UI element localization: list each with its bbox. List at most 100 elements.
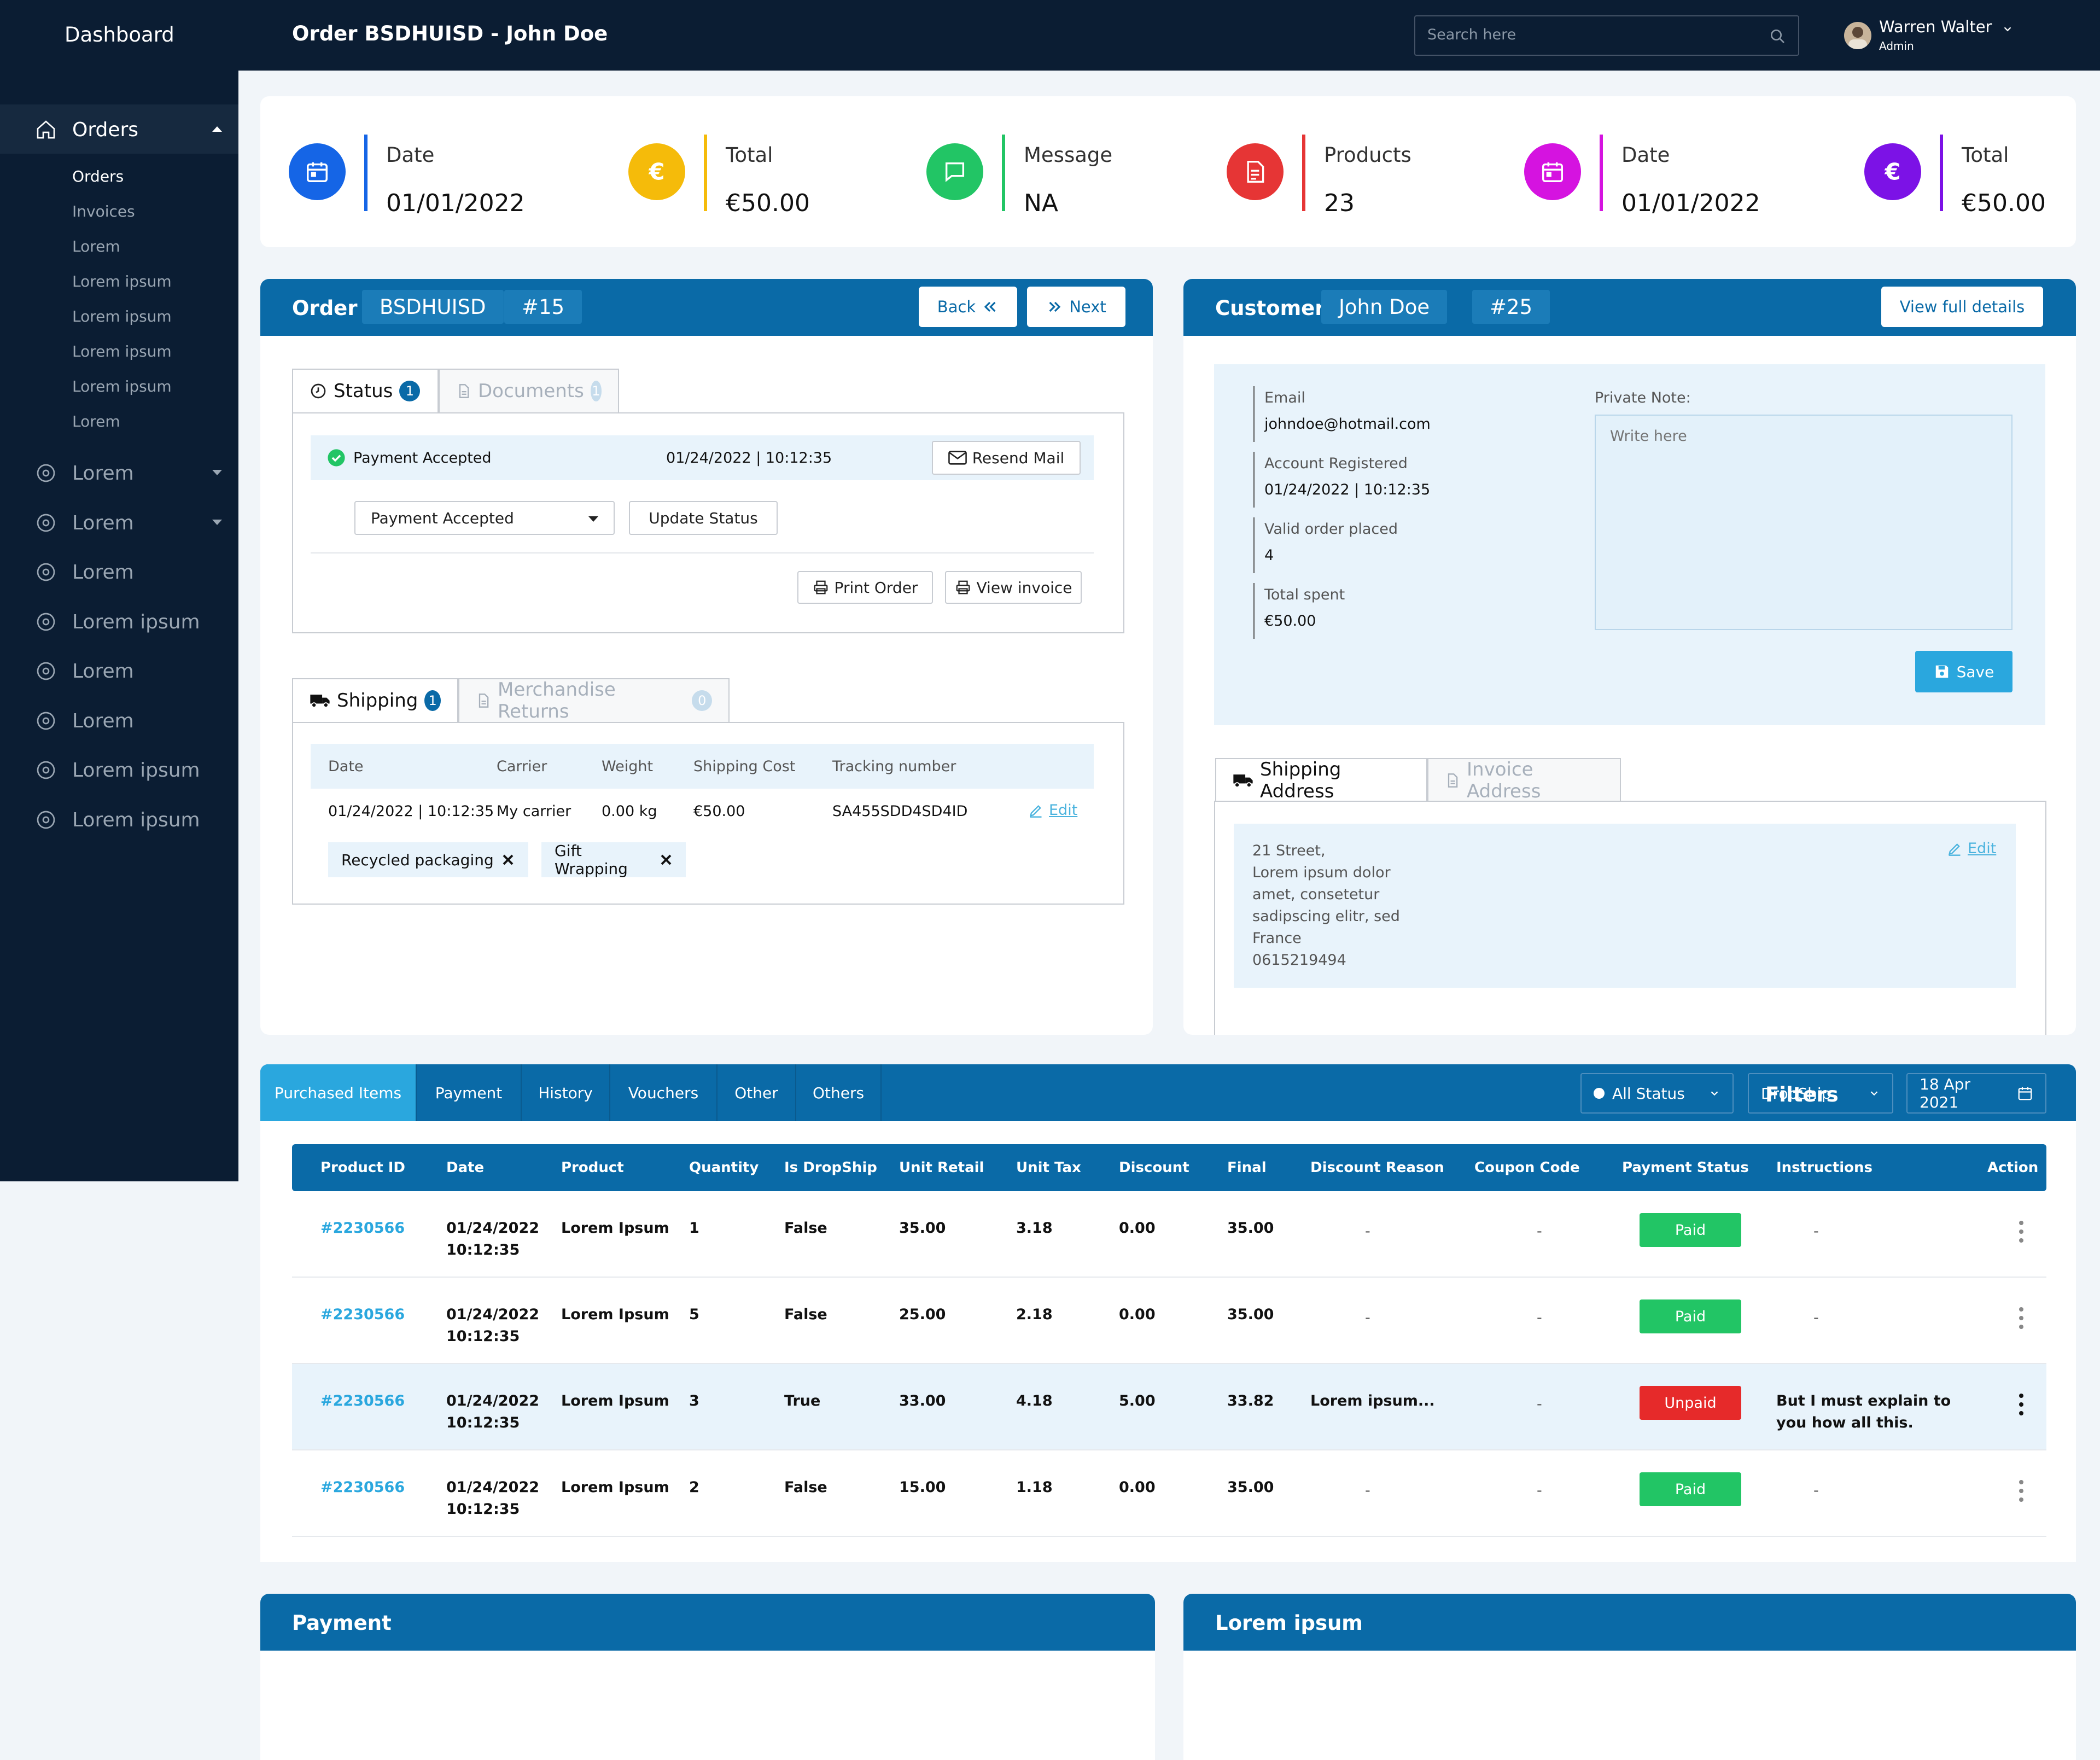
- close-icon[interactable]: [660, 853, 673, 866]
- retail-cell: 15.00: [899, 1479, 946, 1496]
- product-id-link[interactable]: #2230566: [320, 1220, 405, 1237]
- save-button[interactable]: Save: [1915, 651, 2012, 692]
- resend-mail-button[interactable]: Resend Mail: [932, 441, 1081, 475]
- caret-down-icon[interactable]: [212, 470, 222, 475]
- sidebar-subitem-3[interactable]: Lorem ipsum: [72, 272, 172, 290]
- sidebar-item-3[interactable]: Lorem ipsum: [0, 597, 238, 646]
- tab-merchandise-returns[interactable]: Merchandise Returns 0: [458, 678, 730, 722]
- caret-down-icon[interactable]: [212, 519, 222, 525]
- status-filter-select[interactable]: All Status: [1580, 1073, 1734, 1114]
- sidebar-subitem-7[interactable]: Lorem: [72, 412, 120, 430]
- tab-purchased-items[interactable]: Purchased Items: [260, 1064, 417, 1121]
- update-status-button[interactable]: Update Status: [629, 501, 778, 535]
- instructions-line: you how all this.: [1776, 1414, 1914, 1431]
- print-order-button[interactable]: Print Order: [797, 571, 933, 604]
- customer-panel: Customer John Doe #25 View full details …: [1183, 279, 2076, 1035]
- customer-label: Customer: [1215, 296, 1325, 320]
- sidebar-subitem-1[interactable]: Invoices: [72, 202, 135, 220]
- date-line: 01/24/2022: [446, 1479, 540, 1496]
- tab-other[interactable]: Other: [718, 1064, 796, 1121]
- shipping-cell: 01/24/2022 | 10:12:35: [328, 803, 494, 820]
- sidebar-item-5[interactable]: Lorem: [0, 696, 238, 745]
- search-box[interactable]: [1414, 15, 1799, 56]
- retail-cell: 35.00: [899, 1220, 946, 1237]
- dropship-cell: False: [784, 1220, 827, 1237]
- customer-info-card: Email johndoe@hotmail.com Account Register…: [1214, 364, 2045, 725]
- sidebar-subitem-6[interactable]: Lorem ipsum: [72, 377, 172, 395]
- type-filter-select[interactable]: DropShip: [1748, 1073, 1893, 1114]
- shipping-cell: 0.00 kg: [602, 803, 657, 820]
- tab-shipping[interactable]: Shipping 1: [292, 678, 458, 722]
- tab-invoice-address-label: Invoice Address: [1467, 759, 1541, 802]
- tab-history[interactable]: History: [522, 1064, 610, 1121]
- shipping-col-header: Weight: [602, 758, 654, 775]
- sidebar-subitem-5[interactable]: Lorem ipsum: [72, 342, 172, 360]
- sidebar-item-label: Lorem: [72, 561, 134, 584]
- sidebar-item-1[interactable]: Lorem: [0, 498, 238, 547]
- search-icon[interactable]: [1769, 27, 1786, 45]
- tab-payment[interactable]: Payment: [417, 1064, 522, 1121]
- next-button[interactable]: Next: [1027, 287, 1125, 327]
- caret-up-icon[interactable]: [212, 126, 222, 132]
- items-table-card: [260, 1121, 2076, 1562]
- tab-shipping-address[interactable]: Shipping Address: [1215, 758, 1427, 802]
- address-line: sadipscing elitr, sed: [1252, 908, 1400, 925]
- retail-cell: 33.00: [899, 1392, 946, 1409]
- chevron-down-icon[interactable]: [2002, 23, 2014, 35]
- date-cell: 01/24/2022 10:12:35: [446, 1217, 539, 1261]
- coupon-code-cell: -: [1537, 1482, 1542, 1499]
- kebab-menu-icon[interactable]: [2019, 1394, 2023, 1420]
- euro-badge: €: [628, 143, 685, 200]
- close-icon[interactable]: [501, 853, 515, 866]
- view-invoice-button[interactable]: View invoice: [945, 571, 1082, 604]
- shipping-cell: SA455SDD4SD4ID: [832, 803, 968, 820]
- private-note-input[interactable]: [1595, 415, 2012, 630]
- customer-field-label: Account Registered: [1264, 455, 1408, 472]
- tab-vouchers[interactable]: Vouchers: [610, 1064, 718, 1121]
- brand-title[interactable]: Dashboard: [65, 23, 174, 46]
- sidebar-subitem-2[interactable]: Lorem: [72, 237, 120, 255]
- stat-item: Date 01/01/2022: [1524, 135, 1760, 217]
- date-line: 01/24/2022: [446, 1392, 540, 1409]
- sidebar-item-2[interactable]: Lorem: [0, 547, 238, 596]
- date-filter-value: 18 Apr 2021: [1920, 1075, 1970, 1111]
- order-panel-header: Order BSDHUISD #15 Back Next: [260, 279, 1153, 336]
- view-full-details-button[interactable]: View full details: [1881, 287, 2043, 327]
- product-id-link[interactable]: #2230566: [320, 1479, 405, 1496]
- search-input[interactable]: [1427, 26, 1755, 43]
- tag-label: Gift Wrapping: [555, 842, 628, 878]
- tab-others[interactable]: Others: [796, 1064, 882, 1121]
- edit-shipping-link[interactable]: Edit: [1028, 802, 1077, 819]
- discount-reason-cell: -: [1365, 1482, 1370, 1499]
- qty-cell: 1: [689, 1220, 699, 1237]
- date-filter-picker[interactable]: 18 Apr 2021: [1906, 1073, 2046, 1114]
- command-icon: [35, 660, 57, 682]
- sidebar-subitem-0[interactable]: Orders: [72, 167, 124, 185]
- tab-invoice-address[interactable]: Invoice Address: [1427, 758, 1621, 802]
- tab-documents[interactable]: Documents 1: [439, 369, 619, 412]
- sidebar-item-0[interactable]: Lorem: [0, 448, 238, 497]
- view-invoice-label: View invoice: [976, 578, 1072, 597]
- lorem-panel: Lorem ipsum: [1183, 1594, 2076, 1760]
- sidebar-item-4[interactable]: Lorem: [0, 646, 238, 695]
- kebab-menu-icon[interactable]: [2019, 1480, 2023, 1506]
- table-col-header: Instructions: [1776, 1159, 1873, 1176]
- coupon-code-cell: -: [1537, 1396, 1542, 1413]
- table-col-header: Product ID: [320, 1159, 406, 1176]
- calendar-badge: [1524, 143, 1581, 200]
- edit-address-link[interactable]: Edit: [1947, 840, 1996, 857]
- back-button[interactable]: Back: [919, 287, 1017, 327]
- tab-status[interactable]: Status 1: [292, 369, 439, 412]
- sidebar-item-6[interactable]: Lorem ipsum: [0, 745, 238, 794]
- user-name: Warren Walter: [1879, 18, 1992, 36]
- tab-status-count: 1: [399, 381, 421, 401]
- product-id-link[interactable]: #2230566: [320, 1392, 405, 1409]
- user-menu[interactable]: Warren Walter Admin: [1844, 18, 2025, 56]
- kebab-menu-icon[interactable]: [2019, 1221, 2023, 1247]
- sidebar-item-7[interactable]: Lorem ipsum: [0, 795, 238, 844]
- kebab-menu-icon[interactable]: [2019, 1307, 2023, 1333]
- product-id-link[interactable]: #2230566: [320, 1306, 405, 1323]
- sidebar-item-orders[interactable]: Orders: [0, 104, 238, 154]
- sidebar-subitem-4[interactable]: Lorem ipsum: [72, 307, 172, 325]
- status-select[interactable]: Payment Accepted: [354, 501, 615, 535]
